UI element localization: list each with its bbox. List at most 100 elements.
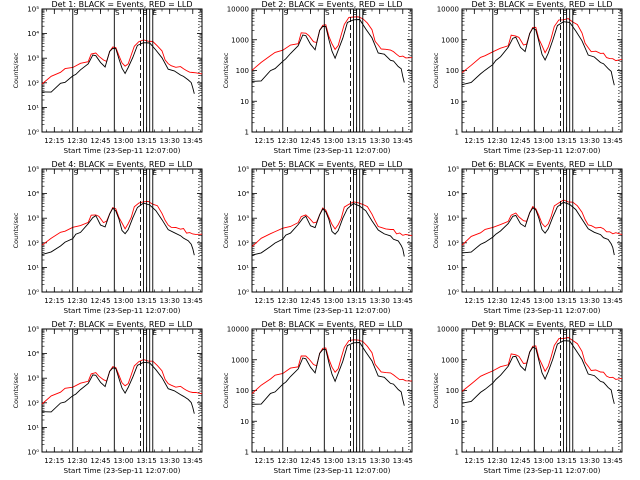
chart-panel-7: Det 7: BLACK = Events, RED = LLD 10⁰ 10¹ 10… (12, 320, 203, 475)
x-tick-label: 13:45 (603, 457, 623, 465)
y-tick-label: 1000 (441, 356, 459, 364)
marker-letter: S (494, 9, 499, 17)
x-tick-label: 12:15 (464, 457, 484, 465)
y-axis-label: Counts/sec (432, 212, 440, 248)
y-tick-label: 10² (237, 239, 249, 247)
marker-letter: S (535, 329, 540, 337)
y-tick-label: 10 (240, 418, 249, 426)
marker-letter: S (325, 169, 330, 177)
x-tick-label: 12:45 (90, 457, 110, 465)
y-tick-label: 10² (447, 239, 459, 247)
plot-frame (251, 168, 413, 293)
y-tick-label: 10⁵ (237, 166, 249, 174)
x-tick-label: 13:00 (533, 297, 553, 305)
y-tick-label: 10¹ (27, 424, 39, 432)
y-tick-label: 10² (27, 239, 39, 247)
chart-panel-9: Det 9: BLACK = Events, RED = LLD 1 10 100 10… (432, 320, 623, 475)
marker-letter: E (153, 169, 157, 177)
y-tick-label: 10⁰ (27, 129, 39, 137)
marker-letter: S (535, 9, 540, 17)
y-tick-label: 10³ (27, 215, 39, 223)
marker-letter: E (562, 329, 566, 337)
x-tick-label: 12:15 (254, 297, 274, 305)
y-tick-label: 10⁵ (27, 166, 39, 174)
y-tick-label: 10⁵ (27, 6, 39, 14)
marker-letter: S (284, 9, 289, 17)
x-tick-label: 12:30 (67, 297, 87, 305)
y-tick-label: 10000 (437, 6, 459, 14)
chart-panel-4: Det 4: BLACK = Events, RED = LLD 10⁰ 10¹ 10… (12, 160, 203, 315)
y-tick-label: 10 (450, 418, 459, 426)
x-tick-label: 13:45 (393, 457, 413, 465)
series-events-line (461, 21, 615, 86)
marker-letter: E (142, 329, 146, 337)
y-tick-label: 10³ (27, 55, 39, 63)
marker-letter: E (562, 9, 566, 17)
x-tick-label: 13:15 (557, 297, 577, 305)
y-tick-label: 1 (245, 449, 249, 457)
y-tick-label: 1000 (441, 36, 459, 44)
x-tick-label: 13:30 (160, 457, 180, 465)
x-tick-label: 13:30 (160, 137, 180, 145)
x-tick-label: 13:30 (580, 297, 600, 305)
x-axis-label: Start Time (23-Sep-11 12:07:00) (484, 146, 601, 155)
y-tick-label: 10² (27, 399, 39, 407)
x-axis-label: Start Time (23-Sep-11 12:07:00) (274, 466, 391, 475)
x-tick-label: 13:15 (137, 457, 157, 465)
y-tick-label: 10³ (237, 215, 249, 223)
y-tick-label: 10⁴ (27, 350, 39, 358)
marker-letter: S (115, 169, 120, 177)
chart-panel-2: Det 2: BLACK = Events, RED = LLD 1 10 100 10… (222, 0, 413, 155)
y-axis-label: Counts/sec (12, 212, 20, 248)
y-axis-label: Counts/sec (432, 372, 440, 408)
x-tick-label: 13:15 (347, 457, 367, 465)
x-tick-label: 12:45 (510, 137, 530, 145)
y-tick-label: 1000 (231, 356, 249, 364)
y-tick-label: 1 (455, 129, 459, 137)
marker-letter: S (284, 329, 289, 337)
marker-letter: S (325, 329, 330, 337)
y-tick-label: 100 (446, 387, 459, 395)
x-tick-label: 12:15 (44, 297, 64, 305)
x-axis-label: Start Time (23-Sep-11 12:07:00) (274, 306, 391, 315)
y-tick-label: 10000 (227, 6, 249, 14)
y-tick-label: 10 (240, 98, 249, 106)
x-tick-label: 13:00 (113, 137, 133, 145)
chart-title: Det 3: BLACK = Events, RED = LLD (472, 0, 613, 9)
chart-title: Det 5: BLACK = Events, RED = LLD (262, 160, 403, 169)
series-events-line (41, 361, 195, 414)
x-tick-label: 12:30 (487, 457, 507, 465)
y-tick-label: 10³ (447, 215, 459, 223)
chart-panel-6: Det 6: BLACK = Events, RED = LLD 10⁰ 10¹ 10… (432, 160, 623, 315)
chart-title: Det 2: BLACK = Events, RED = LLD (262, 0, 403, 9)
marker-letter: E (573, 329, 577, 337)
marker-letter: S (494, 329, 499, 337)
x-tick-label: 13:45 (183, 457, 203, 465)
plot-frame (41, 328, 203, 453)
plot-frame (41, 168, 203, 293)
y-tick-label: 10¹ (447, 264, 459, 272)
y-tick-label: 10¹ (237, 264, 249, 272)
x-tick-label: 13:00 (323, 297, 343, 305)
x-tick-label: 12:30 (487, 137, 507, 145)
x-tick-label: 12:45 (90, 297, 110, 305)
series-lld-line (461, 337, 623, 392)
x-axis-label: Start Time (23-Sep-11 12:07:00) (64, 146, 181, 155)
y-tick-label: 1 (455, 449, 459, 457)
x-tick-label: 12:15 (44, 137, 64, 145)
x-tick-label: 13:00 (533, 137, 553, 145)
x-tick-label: 13:15 (347, 297, 367, 305)
y-tick-label: 10⁵ (447, 166, 459, 174)
plot-frame (461, 168, 623, 293)
y-axis-label: Counts/sec (12, 372, 20, 408)
x-tick-label: 13:45 (393, 297, 413, 305)
y-tick-label: 100 (236, 387, 249, 395)
y-tick-label: 10⁰ (27, 449, 39, 457)
y-tick-label: 10¹ (27, 104, 39, 112)
chart-panel-5: Det 5: BLACK = Events, RED = LLD 10⁰ 10¹ 10… (222, 160, 413, 315)
y-tick-label: 1 (245, 129, 249, 137)
marker-letter: E (352, 329, 356, 337)
chart-title: Det 4: BLACK = Events, RED = LLD (52, 160, 193, 169)
y-tick-label: 10⁴ (27, 190, 39, 198)
x-tick-label: 12:30 (277, 297, 297, 305)
